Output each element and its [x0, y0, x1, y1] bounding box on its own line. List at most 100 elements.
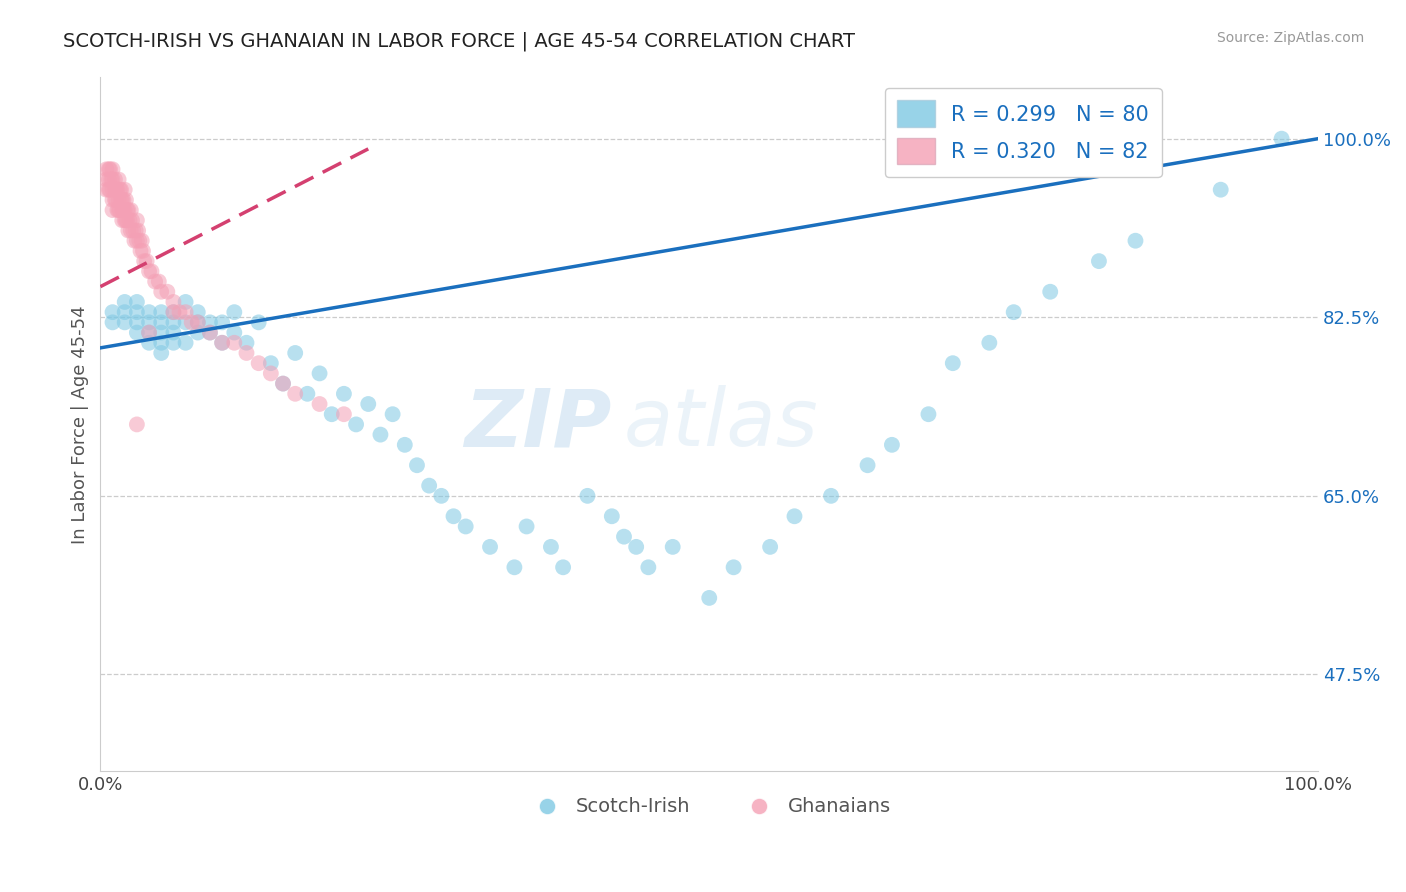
Point	[107, 172, 129, 186]
Point	[114, 213, 136, 227]
Point	[114, 315, 136, 329]
Point	[101, 203, 124, 218]
Point	[111, 193, 134, 207]
Point	[297, 386, 319, 401]
Point	[105, 183, 128, 197]
Point	[430, 489, 453, 503]
Point	[125, 315, 148, 329]
Point	[333, 407, 356, 421]
Point	[97, 162, 120, 177]
Point	[260, 356, 283, 370]
Point	[108, 203, 131, 218]
Point	[105, 183, 128, 197]
Point	[96, 162, 118, 177]
Point	[624, 540, 647, 554]
Point	[247, 315, 270, 329]
Point	[117, 203, 139, 218]
Point	[138, 315, 160, 329]
Point	[820, 489, 842, 503]
Point	[211, 315, 233, 329]
Point	[198, 326, 221, 340]
Point	[187, 315, 209, 329]
Point	[174, 315, 197, 329]
Point	[117, 223, 139, 237]
Point	[128, 234, 150, 248]
Point	[381, 407, 404, 421]
Point	[124, 234, 146, 248]
Point	[112, 203, 135, 218]
Point	[1271, 131, 1294, 145]
Point	[112, 193, 135, 207]
Point	[454, 519, 477, 533]
Point	[759, 540, 782, 554]
Point	[111, 213, 134, 227]
Point	[111, 203, 134, 218]
Point	[174, 295, 197, 310]
Point	[114, 183, 136, 197]
Point	[127, 223, 149, 237]
Point	[370, 427, 392, 442]
Point	[224, 326, 246, 340]
Point	[138, 326, 160, 340]
Point	[105, 193, 128, 207]
Point	[187, 326, 209, 340]
Point	[115, 203, 138, 218]
Text: SCOTCH-IRISH VS GHANAIAN IN LABOR FORCE | AGE 45-54 CORRELATION CHART: SCOTCH-IRISH VS GHANAIAN IN LABOR FORCE …	[63, 31, 855, 51]
Point	[101, 315, 124, 329]
Point	[162, 315, 184, 329]
Point	[856, 458, 879, 473]
Point	[100, 172, 122, 186]
Point	[156, 285, 179, 299]
Point	[308, 367, 330, 381]
Point	[150, 326, 173, 340]
Point	[114, 305, 136, 319]
Point	[162, 305, 184, 319]
Point	[979, 335, 1001, 350]
Point	[125, 213, 148, 227]
Point	[576, 489, 599, 503]
Point	[211, 335, 233, 350]
Point	[98, 183, 121, 197]
Point	[271, 376, 294, 391]
Point	[115, 193, 138, 207]
Point	[260, 367, 283, 381]
Point	[162, 326, 184, 340]
Point	[1039, 285, 1062, 299]
Text: ZIP: ZIP	[464, 385, 612, 464]
Point	[697, 591, 720, 605]
Point	[637, 560, 659, 574]
Point	[1002, 305, 1025, 319]
Point	[198, 315, 221, 329]
Point	[125, 295, 148, 310]
Point	[125, 305, 148, 319]
Point	[101, 162, 124, 177]
Point	[942, 356, 965, 370]
Point	[120, 223, 142, 237]
Point	[187, 315, 209, 329]
Point	[150, 315, 173, 329]
Point	[162, 305, 184, 319]
Point	[661, 540, 683, 554]
Point	[101, 183, 124, 197]
Point	[131, 234, 153, 248]
Point	[357, 397, 380, 411]
Point	[723, 560, 745, 574]
Point	[150, 335, 173, 350]
Point	[516, 519, 538, 533]
Point	[101, 172, 124, 186]
Point	[101, 305, 124, 319]
Point	[138, 264, 160, 278]
Point	[162, 295, 184, 310]
Point	[1125, 234, 1147, 248]
Point	[613, 530, 636, 544]
Point	[138, 326, 160, 340]
Point	[98, 162, 121, 177]
Point	[125, 417, 148, 432]
Point	[96, 172, 118, 186]
Point	[187, 305, 209, 319]
Point	[104, 183, 127, 197]
Point	[96, 183, 118, 197]
Point	[115, 213, 138, 227]
Point	[174, 335, 197, 350]
Point	[105, 203, 128, 218]
